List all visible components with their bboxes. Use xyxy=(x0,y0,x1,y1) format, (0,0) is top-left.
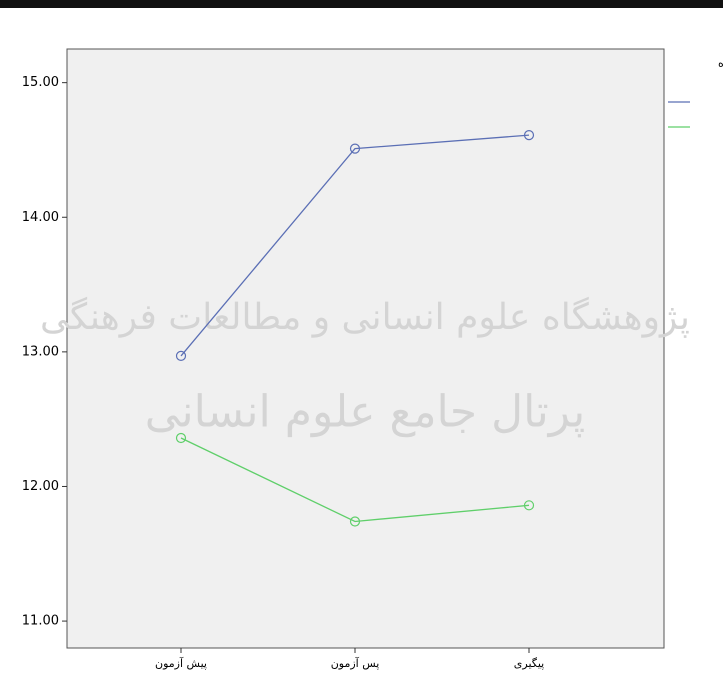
y-tick-label: 15.00 xyxy=(22,75,59,90)
x-tick-label: پس آزمون xyxy=(331,656,380,670)
x-tick-label: پیگیری xyxy=(514,657,544,670)
legend-title: گروه xyxy=(718,57,723,70)
watermark: پژوهشگاه علوم انسانی و مطالعات فرهنگی xyxy=(40,296,690,338)
top-bar xyxy=(0,0,723,8)
y-tick-label: 13.00 xyxy=(22,344,59,359)
chart: پژوهشگاه علوم انسانی و مطالعات فرهنگی پرت… xyxy=(0,0,723,681)
y-tick-label: 11.00 xyxy=(22,614,59,629)
plot-area xyxy=(67,49,664,648)
watermark: پرتال جامع علوم انسانی xyxy=(145,387,586,438)
x-tick-label: پیش آزمون xyxy=(155,656,207,670)
y-tick-label: 14.00 xyxy=(22,210,59,225)
y-tick-label: 12.00 xyxy=(22,479,59,494)
